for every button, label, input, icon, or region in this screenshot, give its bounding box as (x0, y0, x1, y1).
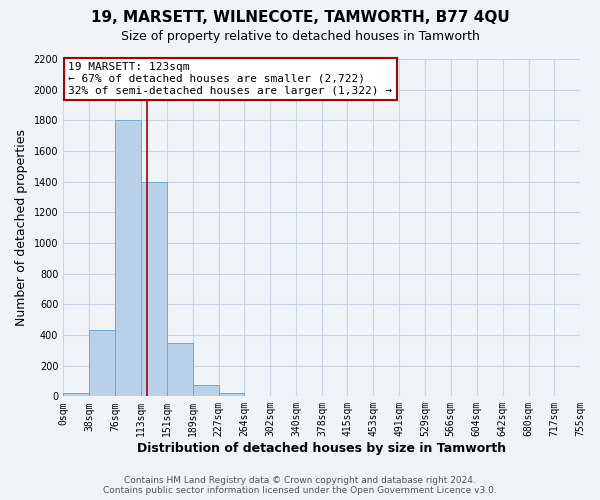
Bar (115, 120, 140, 396)
Text: Contains HM Land Registry data © Crown copyright and database right 2024.
Contai: Contains HM Land Registry data © Crown c… (103, 476, 497, 495)
Bar (167, 342, 193, 396)
Y-axis label: Number of detached properties: Number of detached properties (15, 129, 28, 326)
Bar (193, 385, 218, 396)
Bar (89, 330, 115, 396)
X-axis label: Distribution of detached houses by size in Tamworth: Distribution of detached houses by size … (137, 442, 506, 455)
Text: 19, MARSETT, WILNECOTE, TAMWORTH, B77 4QU: 19, MARSETT, WILNECOTE, TAMWORTH, B77 4Q… (91, 10, 509, 25)
Bar (140, 182, 167, 396)
Text: Size of property relative to detached houses in Tamworth: Size of property relative to detached ho… (121, 30, 479, 43)
Bar (63, 394, 89, 396)
Bar (218, 392, 244, 396)
Text: 19 MARSETT: 123sqm
← 67% of detached houses are smaller (2,722)
32% of semi-deta: 19 MARSETT: 123sqm ← 67% of detached hou… (68, 62, 392, 96)
